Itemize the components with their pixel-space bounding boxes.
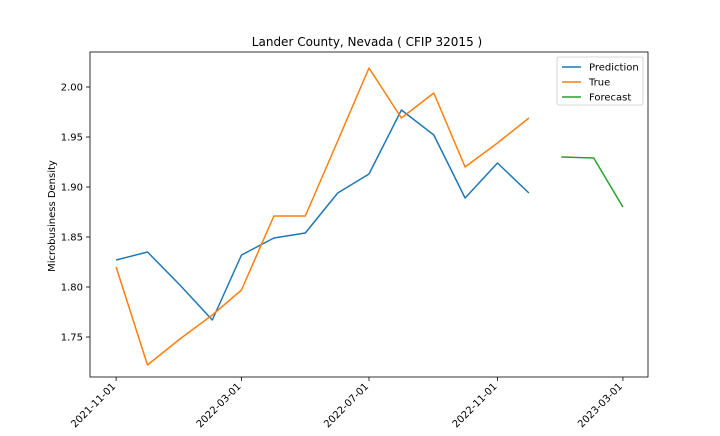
y-tick-label: 1.85: [61, 233, 83, 244]
y-tick-label: 1.95: [61, 133, 83, 144]
legend-box: [556, 56, 644, 106]
chart-title: Lander County, Nevada ( CFIP 32015 ): [252, 35, 482, 49]
x-tick-label: 2023-03-01: [576, 381, 625, 430]
x-tick-label: 2021-11-01: [69, 381, 118, 430]
y-tick-label: 2.00: [61, 83, 83, 94]
y-tick-label: 1.90: [61, 183, 83, 194]
plot-area: 1.75 1.80 1.85 1.90 1.95 2.00 2021-11-01 2022-0…: [61, 67, 625, 430]
legend: Prediction True Forecast: [556, 56, 644, 106]
series-line-true: [115, 67, 530, 366]
x-tick-label: 2022-11-01: [451, 381, 500, 430]
series-line-forecast: [561, 156, 624, 208]
y-tick-label: 1.80: [61, 283, 83, 294]
x-tick-label: 2022-03-01: [195, 381, 244, 430]
y-axis-label: Microbusiness Density: [47, 160, 58, 272]
x-tick-label: 2022-07-01: [322, 381, 371, 430]
plot-frame: [89, 51, 649, 378]
legend-label-prediction: Prediction: [589, 63, 639, 74]
legend-label-forecast: Forecast: [589, 93, 631, 104]
series-line-prediction: [115, 109, 530, 321]
legend-label-true: True: [588, 78, 610, 89]
y-tick-label: 1.75: [61, 333, 83, 344]
